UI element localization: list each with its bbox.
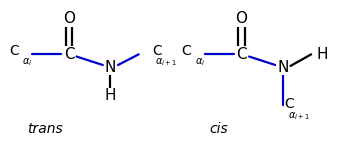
Text: $\alpha_{i+1}$: $\alpha_{i+1}$: [155, 56, 178, 68]
Text: O: O: [236, 11, 247, 26]
Text: C: C: [64, 47, 74, 62]
Text: C: C: [285, 97, 294, 111]
Text: cis: cis: [210, 122, 228, 136]
Text: H: H: [317, 47, 328, 62]
Text: H: H: [105, 88, 116, 103]
Text: N: N: [105, 60, 116, 75]
Text: C: C: [9, 44, 19, 58]
Text: C: C: [152, 44, 161, 58]
Text: O: O: [63, 11, 75, 26]
Text: $\alpha_i$: $\alpha_i$: [195, 56, 205, 68]
Text: trans: trans: [27, 122, 63, 136]
Text: C: C: [182, 44, 191, 58]
Text: C: C: [236, 47, 247, 62]
Text: $\alpha_{i+1}$: $\alpha_{i+1}$: [288, 111, 310, 122]
Text: N: N: [277, 60, 288, 75]
Text: $\alpha_i$: $\alpha_i$: [22, 56, 33, 68]
